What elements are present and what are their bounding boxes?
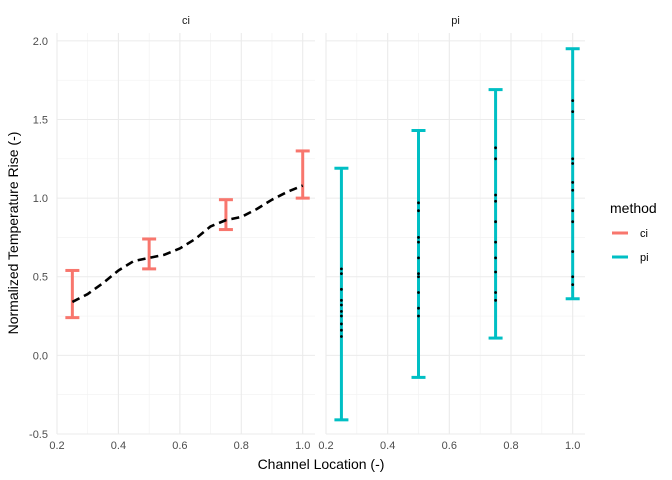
sample-point [571,209,575,213]
y-axis-title: Normalized Temperature Rise (-) [5,132,21,335]
error-bar [411,128,426,379]
sample-point [571,157,575,161]
sample-point [417,314,420,318]
sample-point [571,220,575,224]
error-bar [295,149,310,200]
sample-point [340,322,343,326]
error-bar [65,268,80,320]
x-tick-label: 0.2 [49,440,64,452]
sample-point [340,314,343,318]
sample-point [571,180,575,184]
sample-point [571,188,575,192]
sample-point [340,309,343,313]
x-tick-label: 0.8 [503,440,518,452]
sample-point [571,110,575,114]
sample-point [494,146,497,150]
sample-point [340,267,343,271]
sample-point [571,275,575,279]
error-bar [334,166,349,422]
mean-line [71,184,304,304]
sample-point [417,272,420,275]
sample-point [494,256,497,260]
facet-strip-label: ci [182,15,190,27]
x-tick-label: 0.6 [172,440,187,452]
sample-point [494,193,497,197]
x-tick-label: 1.0 [565,440,580,452]
legend-label-ci: ci [640,228,648,240]
sample-point [417,291,420,294]
x-axis-title: Channel Location (-) [258,456,385,472]
y-tick-label: 0.0 [33,350,48,362]
error-bar [142,237,157,271]
sample-point [494,270,497,274]
sample-point [340,328,343,332]
sample-point [340,272,343,275]
sample-point [417,240,420,244]
facet-strip-label: pi [451,15,460,27]
sample-point [571,162,575,165]
sample-point [417,209,420,213]
sample-point [571,99,575,103]
x-tick-label: 1.0 [295,440,310,452]
sample-point [494,199,497,203]
y-tick-label: 2.0 [33,36,48,48]
sample-point [571,250,575,253]
error-bar [488,88,503,340]
sample-point [417,256,420,260]
sample-point [417,275,420,279]
grid-layer [56,33,585,435]
sample-point [494,240,497,244]
sample-point [340,335,343,338]
y-tick-label: -0.5 [29,429,48,441]
legend-title: method [610,200,657,216]
x-tick-label: 0.4 [111,440,126,452]
sample-point [340,287,343,291]
marks-layer [65,47,580,422]
sample-point [494,220,497,224]
legend: method ci pi [610,200,657,264]
x-tick-label: 0.4 [380,440,395,452]
sample-point [417,236,420,239]
sample-point [571,283,575,287]
sample-point [417,306,420,310]
error-bar [218,198,233,232]
sample-point [340,298,343,302]
y-tick-label: 1.0 [33,193,48,205]
axis-layer: -0.5 0.0 0.5 1.0 1.5 2.0 0.2 0.4 0.6 0.8 1.0 ci 0.2 0… [29,15,580,452]
sample-point [340,303,343,307]
sample-point [417,201,420,205]
error-bar [565,47,580,301]
sample-point [494,157,497,161]
sample-point [494,291,497,294]
x-tick-label: 0.8 [234,440,249,452]
legend-label-pi: pi [640,252,649,264]
x-tick-label: 0.6 [442,440,457,452]
sample-point [494,298,497,302]
y-tick-label: 0.5 [33,272,48,284]
y-tick-label: 1.5 [33,114,48,126]
x-tick-label: 0.2 [318,440,333,452]
